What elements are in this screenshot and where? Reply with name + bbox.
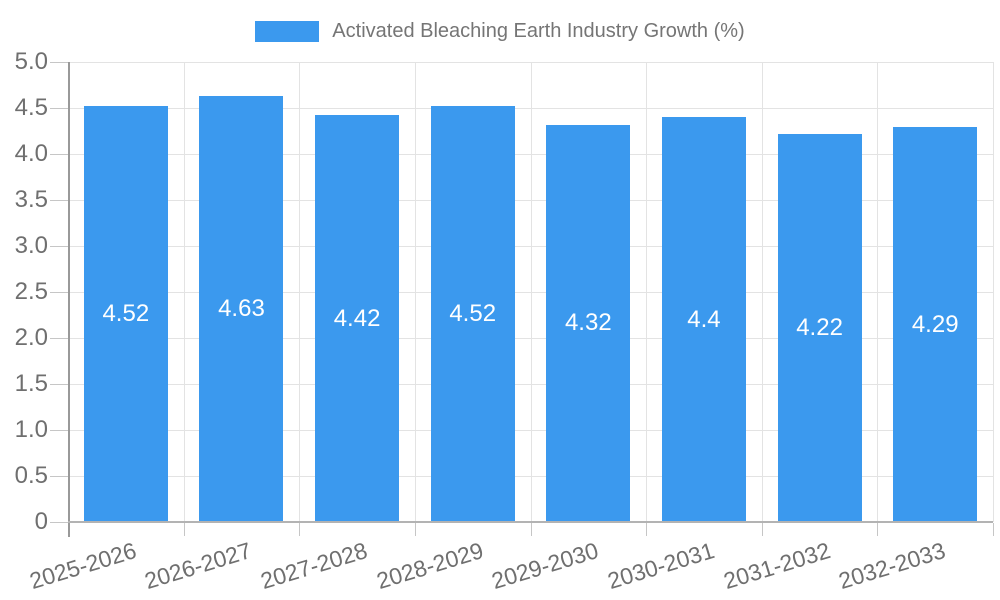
legend[interactable]: Activated Bleaching Earth Industry Growt…: [0, 20, 1000, 43]
bar-value-label: 4.52: [449, 300, 497, 328]
bar-2031-2032[interactable]: [777, 133, 862, 522]
x-tick-mark: [646, 523, 648, 536]
bar-value-label: 4.52: [102, 300, 150, 328]
x-tick-mark: [183, 523, 185, 536]
y-axis-line: [68, 62, 70, 537]
x-axis-tick-label: 2030-2031: [604, 537, 718, 595]
x-tick-mark: [414, 523, 416, 536]
legend-swatch: [255, 21, 320, 42]
bar-2027-2028[interactable]: [315, 115, 400, 522]
x-gridline: [414, 62, 416, 522]
y-axis-tick-label: 0: [34, 508, 48, 535]
y-axis-tick-label: 0.5: [14, 462, 48, 489]
x-gridline: [183, 62, 185, 522]
bar-2029-2030[interactable]: [546, 124, 631, 522]
y-axis-tick-label: 3.5: [14, 186, 48, 213]
x-tick-mark: [530, 523, 532, 536]
y-tick-mark: [50, 522, 68, 523]
y-tick-mark: [50, 476, 68, 477]
bar-value-label: 4.4: [687, 305, 721, 333]
bar-value-label: 4.42: [333, 304, 381, 332]
y-tick-mark: [50, 292, 68, 293]
x-gridline: [993, 62, 994, 522]
x-axis-tick-label: 2029-2030: [488, 537, 602, 595]
x-gridline: [530, 62, 532, 522]
x-axis-baseline: [68, 521, 993, 523]
bar-value-label: 4.29: [911, 310, 959, 338]
x-tick-mark: [877, 523, 879, 536]
x-gridline: [877, 62, 879, 522]
legend-label: Activated Bleaching Earth Industry Growt…: [332, 20, 745, 42]
x-axis-tick-label: 2028-2029: [373, 537, 486, 595]
x-tick-mark: [761, 523, 763, 536]
x-axis-tick-label: 2032-2033: [835, 537, 949, 595]
y-tick-mark: [50, 108, 68, 109]
bar-2028-2029[interactable]: [430, 106, 515, 522]
y-axis-tick-label: 4.5: [14, 94, 48, 121]
bar-2032-2033[interactable]: [893, 127, 978, 522]
y-tick-mark: [50, 246, 68, 247]
bar-value-label: 4.63: [218, 295, 265, 323]
y-tick-mark: [50, 200, 68, 201]
x-axis-tick-label: 2025-2026: [26, 537, 140, 595]
x-gridline: [299, 62, 301, 522]
x-axis-tick-label: 2026-2027: [141, 537, 255, 595]
x-tick-mark: [299, 523, 301, 536]
y-tick-mark: [50, 430, 68, 431]
y-axis-tick-label: 1.0: [14, 416, 48, 443]
x-axis-tick-label: 2027-2028: [257, 537, 371, 595]
y-axis-tick-label: 1.5: [14, 370, 48, 397]
y-tick-mark: [50, 154, 68, 155]
x-tick-mark: [993, 523, 994, 536]
bar-value-label: 4.22: [796, 313, 843, 341]
y-tick-mark: [50, 338, 68, 339]
bar-2026-2027[interactable]: [199, 96, 284, 522]
bar-2030-2031[interactable]: [661, 117, 746, 522]
x-axis-tick-label: 2031-2032: [720, 537, 833, 595]
x-gridline: [646, 62, 648, 522]
y-axis-tick-label: 3.0: [14, 232, 48, 259]
bar-value-label: 4.32: [564, 309, 612, 337]
y-axis-tick-label: 2.0: [14, 324, 48, 351]
y-axis-tick-label: 2.5: [14, 278, 48, 305]
y-axis-tick-label: 5.0: [14, 48, 48, 75]
x-gridline: [761, 62, 763, 522]
y-tick-mark: [50, 384, 68, 385]
y-axis-tick-label: 4.0: [14, 140, 48, 167]
y-tick-mark: [50, 62, 68, 63]
bar-2025-2026[interactable]: [83, 106, 168, 522]
